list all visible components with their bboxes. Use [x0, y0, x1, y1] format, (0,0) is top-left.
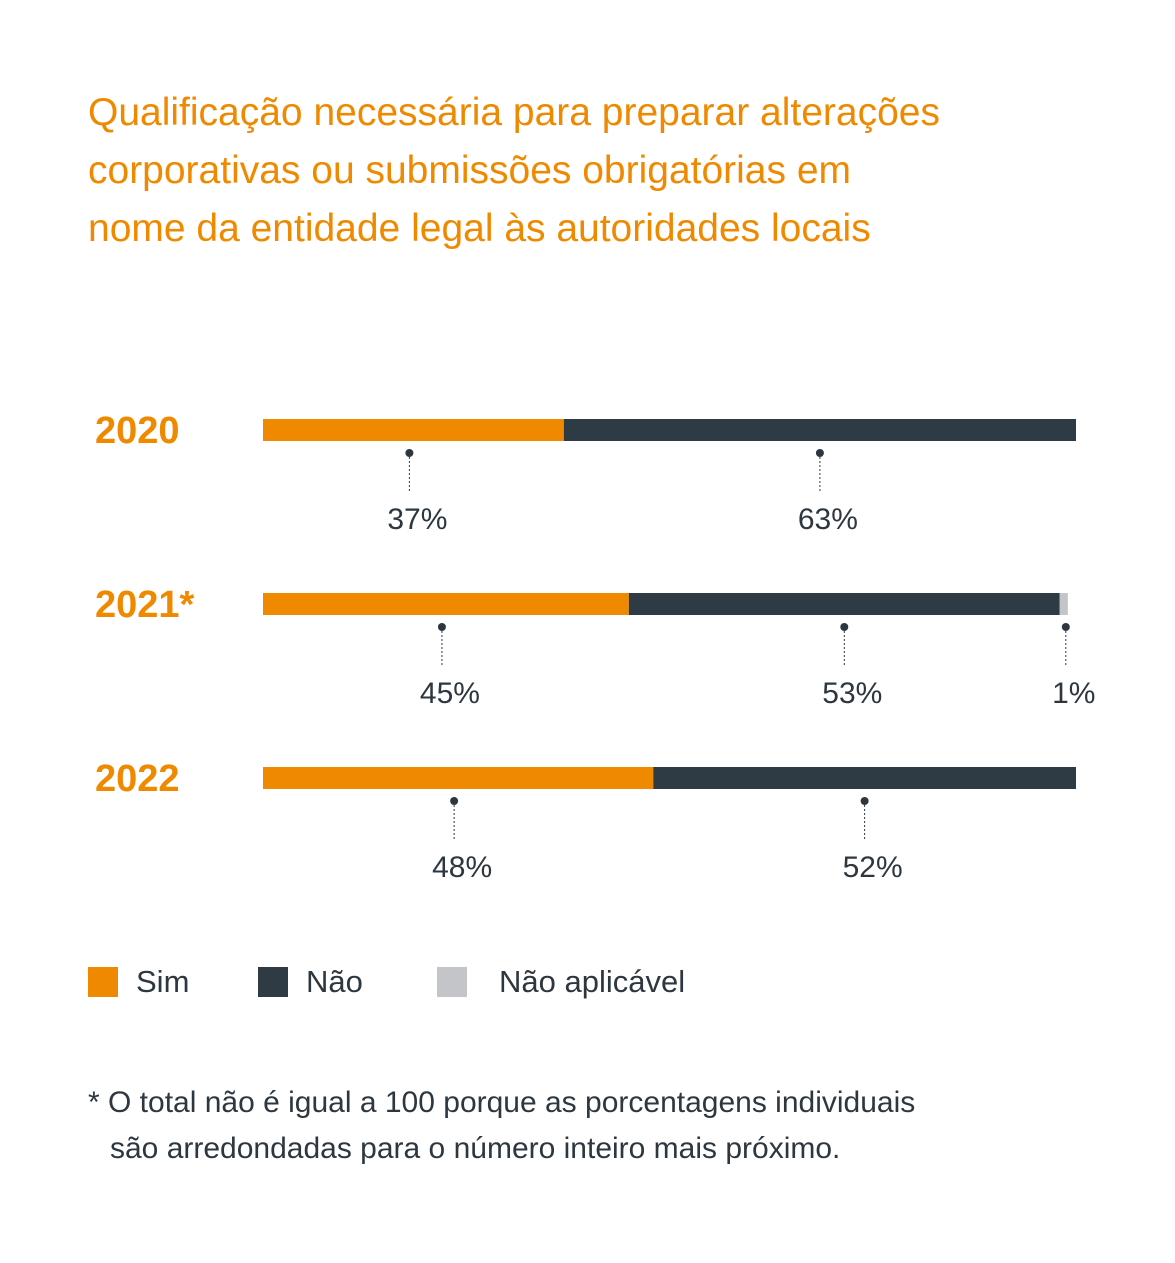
legend-swatch-nao-aplicavel	[437, 967, 467, 997]
bar-segment-2022-2	[653, 767, 1076, 789]
category-label-2021: 2021*	[95, 584, 195, 626]
legend-swatch-nao	[258, 967, 288, 997]
value-label-2021-3: 1%	[1052, 677, 1095, 710]
legend-label-nao: Não	[306, 964, 363, 999]
legend-label-sim: Sim	[136, 964, 190, 999]
chart-title-line-2: corporativas ou submissões obrigatórias …	[88, 149, 852, 192]
legend-label-nao-aplicavel: Não aplicável	[499, 964, 686, 999]
value-label-2020-1: 37%	[387, 503, 447, 536]
legend-swatch-sim	[88, 967, 118, 997]
chart-title-line-3: nome da entidade legal às autoridades lo…	[88, 207, 871, 250]
value-label-2020-2: 63%	[798, 503, 858, 536]
bar-segment-2020-1	[263, 419, 564, 441]
value-label-2021-1: 45%	[420, 677, 480, 710]
chart-title: Qualificação necessária para preparar al…	[88, 84, 1088, 258]
bar-segment-2021-2	[628, 593, 1060, 615]
footnote-line-1: * O total não é igual a 100 porque as po…	[88, 1086, 916, 1119]
footnote: * O total não é igual a 100 porque as po…	[88, 1080, 915, 1172]
category-label-2020: 2020	[95, 410, 180, 452]
stacked-bar-chart: 2020 37% 63% 2021* 45% 53% 1% 2022 48% 52%	[95, 410, 1095, 884]
bar-segment-2022-1	[263, 767, 654, 789]
footnote-line-2: são arredondadas para o número inteiro m…	[110, 1132, 841, 1165]
value-label-2022-2: 52%	[843, 851, 903, 884]
bar-segment-2021-1	[263, 593, 629, 615]
category-label-2022: 2022	[95, 758, 180, 800]
legend-item-nao: Não	[258, 960, 363, 1004]
legend-item-sim: Sim	[88, 960, 189, 1004]
value-label-2021-2: 53%	[822, 677, 882, 710]
chart-title-line-1: Qualificação necessária para preparar al…	[88, 91, 940, 134]
chart-legend: Sim Não Não aplicável	[0, 960, 1175, 1004]
bar-segment-2021-3	[1059, 593, 1068, 615]
legend-item-nao-aplicavel: Não aplicável	[437, 960, 685, 1004]
value-label-2022-1: 48%	[432, 851, 492, 884]
bar-segment-2020-2	[563, 419, 1076, 441]
